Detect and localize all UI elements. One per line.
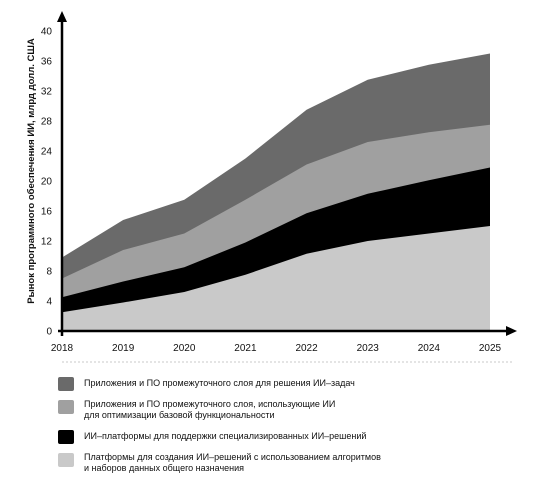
legend-item: Приложения и ПО промежуточного слоя, исп… [58,399,528,421]
x-tick-label: 2021 [234,343,257,354]
legend-item: Платформы для создания ИИ–решений с испо… [58,452,528,474]
y-tick-label: 36 [41,57,53,68]
legend-label: Платформы для создания ИИ–решений с испо… [84,452,381,474]
legend-label: Приложения и ПО промежуточного слоя, исп… [84,399,335,421]
x-axis-arrow [506,326,517,336]
y-tick-label: 8 [46,267,52,278]
y-tick-label: 4 [46,297,52,308]
chart-legend: Приложения и ПО промежуточного слоя для … [58,376,528,482]
x-tick-label: 2020 [173,343,196,354]
chart-areas [62,53,490,331]
area-series-1 [62,226,490,331]
y-tick-label: 24 [41,147,53,158]
legend-label: ИИ–платформы для поддержки специализиров… [84,431,366,442]
y-tick-label: 16 [41,207,53,218]
legend-label-line: Приложения и ПО промежуточного слоя для … [84,378,355,388]
legend-label-line: ИИ–платформы для поддержки специализиров… [84,431,367,441]
x-tick-label: 2019 [112,343,135,354]
y-tick-label: 40 [41,27,53,38]
y-tick-label: 32 [41,87,53,98]
y-axis-label: Рынок программного обеспечения ИИ, млрд … [26,38,37,304]
y-tick-label: 20 [41,177,53,188]
legend-swatch [58,400,74,414]
x-tick-label: 2023 [357,343,380,354]
legend-label-line: Приложения и ПО промежуточного слоя, исп… [84,399,336,409]
y-tick-label: 0 [46,327,52,338]
x-tick-label: 2024 [418,343,441,354]
legend-label-line: для оптимизации базовой функциональности [84,410,275,420]
chart-axes [57,11,517,363]
y-tick-label: 28 [41,117,53,128]
legend-item: Приложения и ПО промежуточного слоя для … [58,376,528,391]
legend-swatch [58,377,74,391]
x-tick-label: 2022 [295,343,318,354]
y-tick-label: 12 [41,237,53,248]
legend-item: ИИ–платформы для поддержки специализиров… [58,429,528,444]
x-tick-label: 2018 [51,343,74,354]
legend-swatch [58,453,74,467]
legend-swatch [58,430,74,444]
y-axis-arrow [57,11,67,22]
legend-label-line: Платформы для создания ИИ–решений с испо… [84,452,381,462]
legend-label-line: и наборов данных общего назначения [84,463,245,473]
x-tick-label: 2025 [479,343,502,354]
legend-label: Приложения и ПО промежуточного слоя для … [84,378,355,389]
